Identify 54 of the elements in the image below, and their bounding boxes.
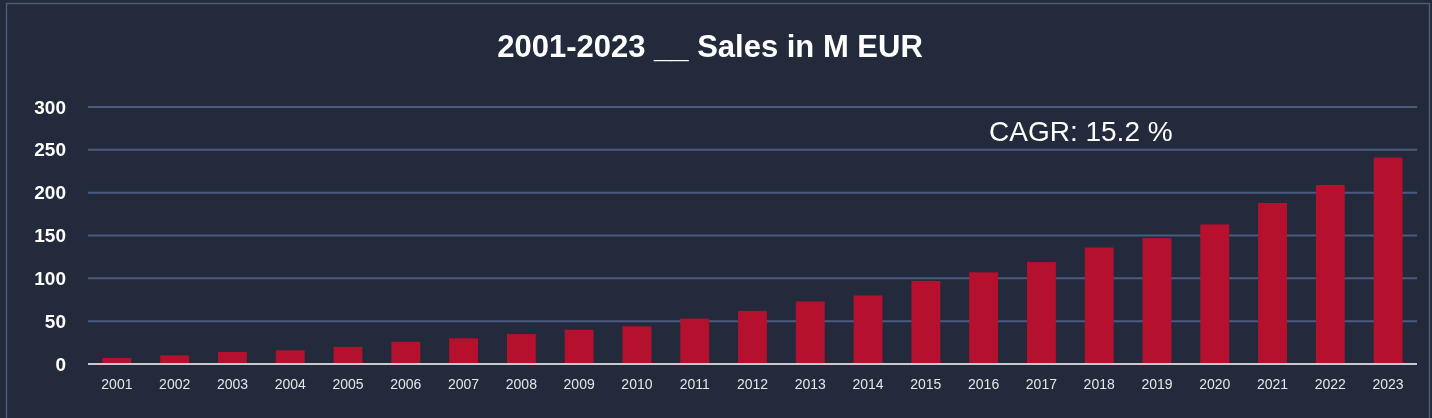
bar: [622, 326, 652, 364]
x-tick-label: 2017: [1025, 376, 1058, 392]
x-tick-label: 2011: [679, 376, 710, 392]
bar: [1258, 202, 1287, 364]
bar: [911, 280, 941, 364]
y-tick-label: 250: [34, 139, 66, 161]
x-tick-label: 2020: [1199, 376, 1231, 392]
bar: [333, 346, 363, 364]
y-tick-label: 300: [34, 96, 66, 118]
bar: [275, 350, 305, 364]
y-tick-label: 150: [34, 225, 66, 247]
x-tick-label: 2007: [448, 376, 480, 392]
x-tick-label: 2015: [910, 376, 942, 392]
bar: [391, 341, 421, 364]
bar: [1200, 224, 1230, 364]
x-tick-label: 2019: [1141, 376, 1173, 392]
chart-title: 2001-2023 __ Sales in M EUR: [497, 29, 923, 64]
x-tick-label: 2013: [794, 376, 827, 392]
bar: [969, 272, 999, 364]
x-tick-label: 2021: [1256, 376, 1289, 392]
x-tick-label: 2022: [1314, 376, 1347, 392]
bar: [218, 352, 247, 364]
annotation: CAGR: 15.2 %: [989, 116, 1173, 147]
bar: [160, 355, 190, 364]
bar: [449, 338, 479, 364]
x-tick-label: 2023: [1372, 376, 1404, 392]
x-tick-label: 2014: [852, 376, 884, 392]
x-tick-label: 2009: [563, 376, 595, 392]
x-tick-label: 2001: [101, 376, 133, 392]
x-tick-label: 2005: [332, 376, 364, 392]
x-tick-label: 2006: [390, 376, 422, 392]
x-tick-label: 2012: [736, 376, 769, 392]
bar: [1084, 247, 1114, 364]
bar: [1026, 262, 1056, 364]
bar: [1315, 184, 1345, 364]
y-tick-label: 0: [55, 353, 66, 375]
y-tick-label: 200: [34, 182, 66, 204]
y-tick-label: 50: [44, 310, 66, 332]
bar: [1373, 157, 1403, 364]
x-tick-label: 2004: [274, 376, 307, 392]
x-tick-label: 2016: [968, 376, 1000, 392]
x-tick-label: 2002: [159, 376, 191, 392]
x-tick-label: 2010: [621, 376, 653, 392]
bar: [795, 301, 825, 364]
x-tick-label: 2008: [505, 376, 538, 392]
bar: [738, 310, 767, 364]
y-tick-label: 100: [34, 267, 66, 289]
bar: [506, 334, 536, 364]
x-tick-label: 2018: [1083, 376, 1115, 392]
bar: [1142, 238, 1172, 364]
x-tick-label: 2003: [216, 376, 249, 392]
bar: [680, 318, 710, 364]
bar: [564, 329, 594, 364]
bar: [853, 295, 883, 364]
